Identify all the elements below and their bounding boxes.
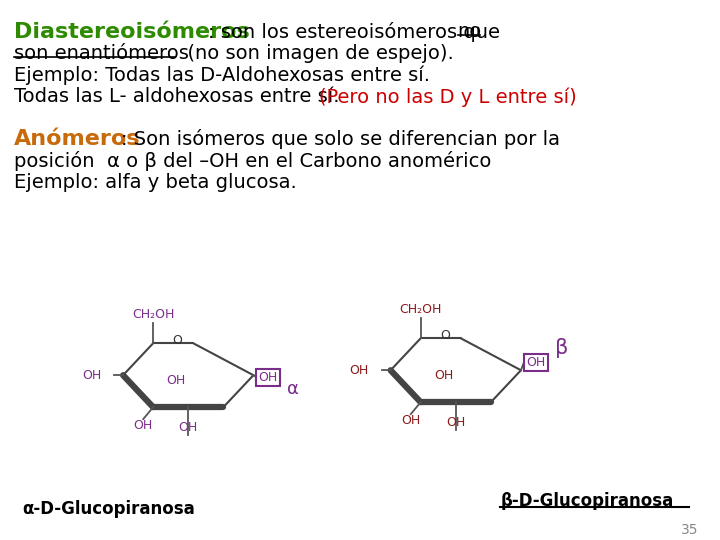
Text: OH: OH <box>82 369 102 382</box>
Text: CH₂OH: CH₂OH <box>132 308 174 321</box>
Text: β-D-Glucopiranosa: β-D-Glucopiranosa <box>500 492 674 510</box>
Text: OH: OH <box>179 421 198 434</box>
Text: OH: OH <box>258 370 278 384</box>
Text: OH: OH <box>526 356 546 369</box>
Text: : Son isómeros que solo se diferencian por la: : Son isómeros que solo se diferencian p… <box>121 129 560 149</box>
Text: Ejemplo: Todas las D-Aldohexosas entre sí.: Ejemplo: Todas las D-Aldohexosas entre s… <box>14 65 430 85</box>
Text: posición  α o β del –OH en el Carbono anomérico: posición α o β del –OH en el Carbono ano… <box>14 151 491 171</box>
Text: : son los estereoisómeros que: : son los estereoisómeros que <box>208 22 506 42</box>
Text: Anómeros: Anómeros <box>14 129 140 149</box>
Bar <box>256 369 280 386</box>
Text: (no son imagen de espejo).: (no son imagen de espejo). <box>176 44 454 63</box>
Text: O: O <box>172 334 182 347</box>
Text: 35: 35 <box>681 523 698 537</box>
Text: Diastereoisómeros: Diastereoisómeros <box>14 22 250 42</box>
Text: α-D-Glucopiranosa: α-D-Glucopiranosa <box>22 500 194 518</box>
Text: OH: OH <box>434 369 454 382</box>
Text: no: no <box>458 22 482 41</box>
Text: Ejemplo: alfa y beta glucosa.: Ejemplo: alfa y beta glucosa. <box>14 173 297 192</box>
Text: OH: OH <box>134 418 153 431</box>
Text: Todas las L- aldohexosas entre sí.: Todas las L- aldohexosas entre sí. <box>14 87 346 106</box>
Bar <box>524 354 548 371</box>
Text: OH: OH <box>401 414 420 427</box>
Text: (Pero no las D y L entre sí): (Pero no las D y L entre sí) <box>319 87 577 107</box>
Text: son enantiómeros: son enantiómeros <box>14 44 189 63</box>
Text: OH: OH <box>349 364 369 377</box>
Text: CH₂OH: CH₂OH <box>400 303 442 316</box>
Text: OH: OH <box>167 374 186 387</box>
Text: O: O <box>440 329 449 342</box>
Text: β: β <box>554 339 568 359</box>
Text: α: α <box>287 380 299 398</box>
Text: OH: OH <box>446 416 465 429</box>
